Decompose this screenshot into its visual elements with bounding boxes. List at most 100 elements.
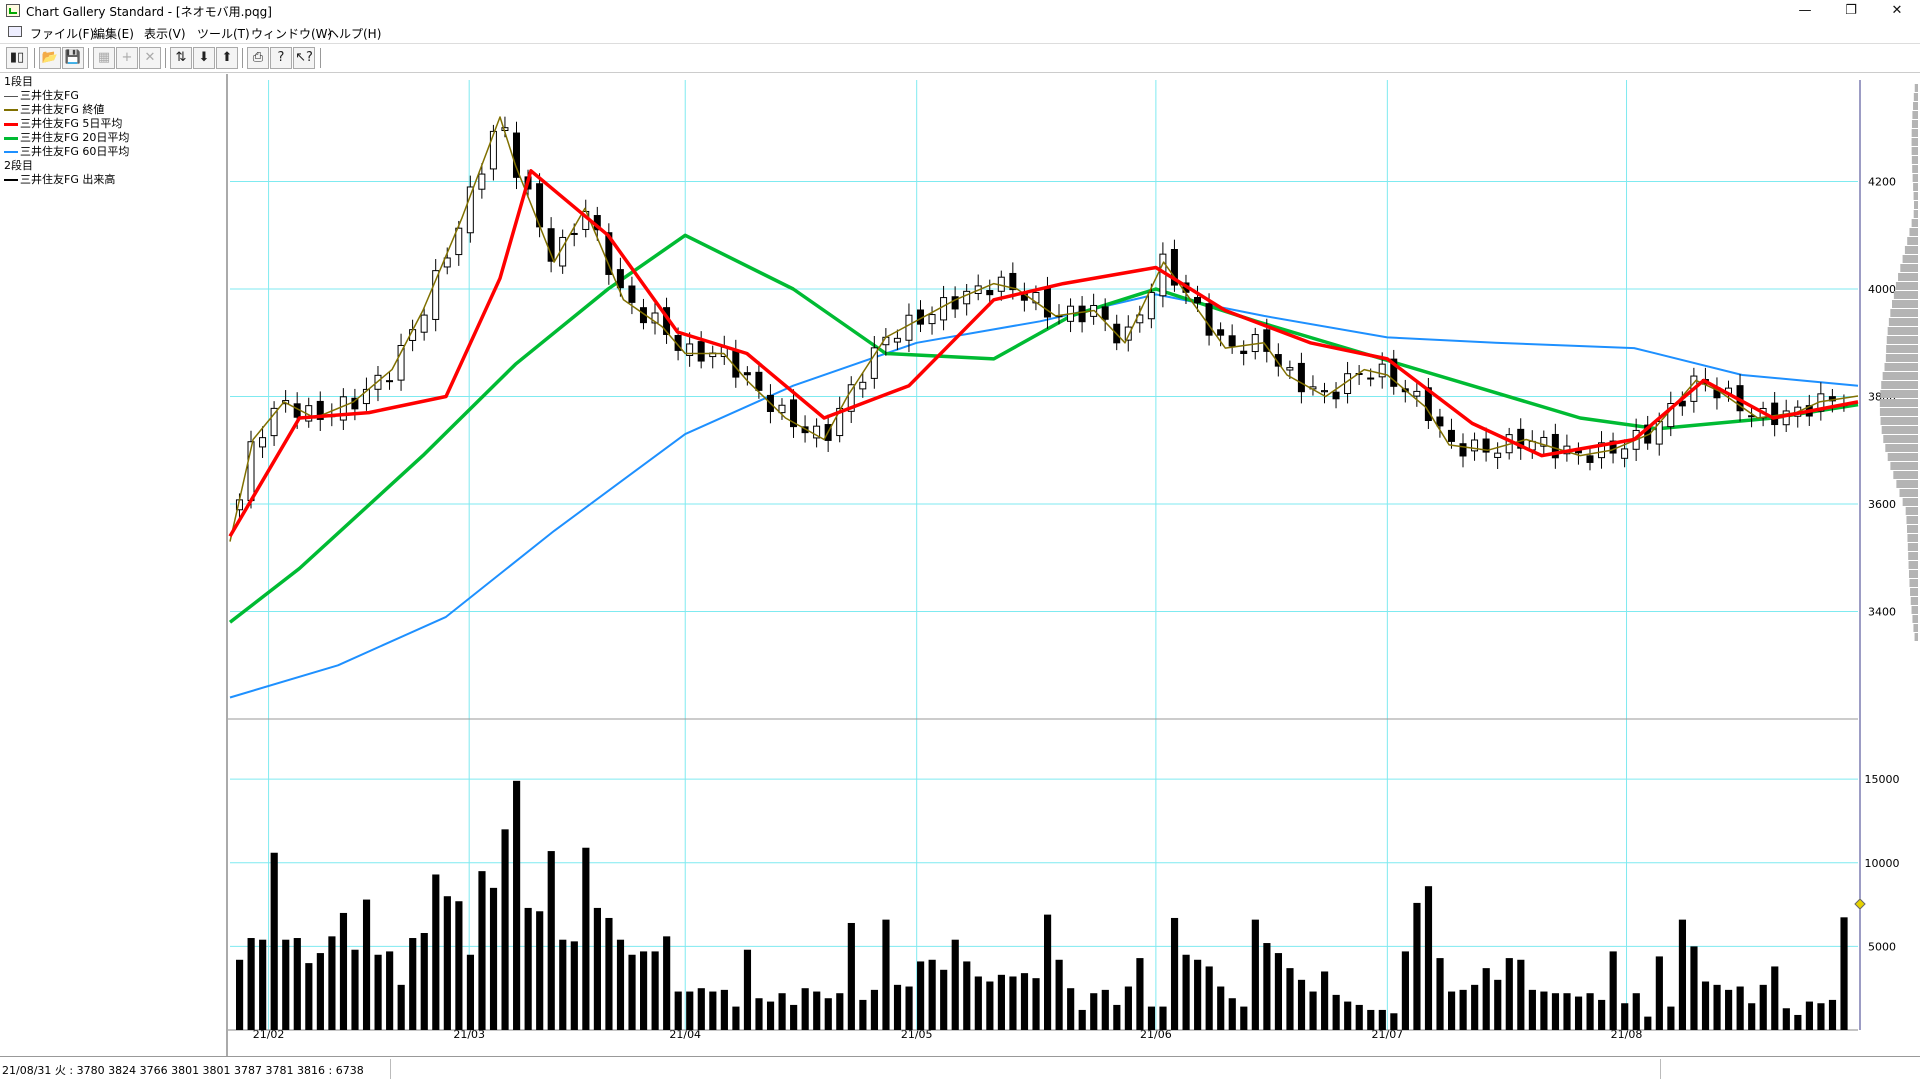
- close-line: [229, 116, 1859, 542]
- volume-tick-label: 5000: [1868, 940, 1896, 953]
- x-tick-label: 21/04: [669, 1028, 701, 1041]
- upload-icon[interactable]: ⬆: [216, 47, 238, 69]
- volume-profile-bar: [1886, 345, 1918, 353]
- candle-body: [928, 314, 936, 325]
- volume-bar: [328, 936, 336, 1030]
- legend-item[interactable]: 三井住友FG 20日平均: [4, 131, 129, 145]
- candle-body: [847, 384, 855, 412]
- volume-bar: [1701, 981, 1710, 1030]
- candle-body: [1320, 390, 1328, 393]
- delete-icon[interactable]: ✕: [139, 47, 161, 69]
- volume-bar: [766, 1001, 775, 1030]
- print-icon[interactable]: ⎙: [247, 47, 269, 69]
- legend-label: 三井住友FG: [20, 89, 79, 102]
- volume-bar: [420, 933, 428, 1030]
- minimize-button[interactable]: —: [1798, 3, 1812, 18]
- shift-icon[interactable]: ⇅: [170, 47, 192, 69]
- help-icon[interactable]: ?: [270, 47, 292, 69]
- status-ohlc-readout: 21/08/31 火 : 3780 3824 3766 3801 3801 37…: [2, 1064, 364, 1077]
- candle-body: [778, 404, 786, 414]
- menu-help[interactable]: ヘルプ(H): [327, 27, 382, 41]
- candle-body: [1286, 367, 1294, 371]
- candle-body: [1424, 387, 1432, 422]
- volume-bar: [536, 911, 544, 1030]
- window-title: Chart Gallery Standard - [ネオモバ用.pqg]: [26, 5, 272, 19]
- legend-item[interactable]: 三井住友FG 60日平均: [4, 145, 129, 159]
- volume-bar: [432, 874, 440, 1030]
- legend-item[interactable]: 三井住友FG 5日平均: [4, 117, 122, 131]
- candle-body: [790, 399, 798, 428]
- volume-profile-bar: [1904, 246, 1918, 254]
- legend-panel1-label: 1段目: [4, 75, 33, 88]
- candle-body: [512, 132, 520, 178]
- volume-profile-bar: [1898, 273, 1918, 281]
- volume-profile-bar: [1885, 444, 1918, 452]
- volume-profile-bar: [1882, 372, 1918, 380]
- candle-body: [986, 290, 994, 296]
- legend-item[interactable]: 三井住友FG: [4, 89, 79, 103]
- volume-profile-bar: [1902, 255, 1918, 263]
- menu-edit[interactable]: 編集(E): [93, 27, 134, 41]
- volume-profile-bar: [1879, 408, 1918, 416]
- volume-bar: [489, 887, 498, 1030]
- legend-swatch: [4, 151, 18, 153]
- title-bar: Chart Gallery Standard - [ネオモバ用.pqg] — ❐…: [0, 0, 1920, 22]
- volume-profile-bar: [1881, 381, 1918, 389]
- add-icon[interactable]: +: [116, 47, 138, 69]
- volume-bar: [443, 896, 451, 1030]
- restore-button[interactable]: ❐: [1845, 3, 1857, 18]
- chart-area[interactable]: 21/02 21/03 21/04 21/05 21/06 21/07 21/08 3400 3…: [228, 74, 1920, 1056]
- legend-item[interactable]: 三井住友FG 出来高: [4, 173, 115, 187]
- volume-bar: [616, 939, 625, 1030]
- open-folder-icon[interactable]: 📂: [39, 47, 61, 69]
- candle-body: [755, 371, 763, 391]
- close-button[interactable]: ✕: [1891, 3, 1903, 18]
- volume-bar: [1078, 1009, 1086, 1030]
- status-divider: [390, 1059, 391, 1079]
- menu-tools[interactable]: ツール(T): [197, 27, 250, 41]
- candle-body: [1436, 416, 1444, 427]
- chart-settings-icon[interactable]: ▮▯: [6, 47, 28, 69]
- volume-bar: [1678, 919, 1687, 1030]
- volume-bar: [628, 954, 636, 1030]
- volume-profile-bar: [1888, 318, 1918, 326]
- context-help-icon[interactable]: ↖?: [293, 47, 315, 69]
- toolbar-separator: [242, 48, 243, 68]
- volume-profile-bar: [1902, 498, 1918, 506]
- volume-bar: [1378, 1009, 1386, 1030]
- legend-item[interactable]: 三井住友FG 終値: [4, 103, 104, 117]
- ma20-line: [228, 233, 1859, 624]
- candle-body: [743, 372, 751, 376]
- volume-profile-bar: [1880, 417, 1918, 425]
- price-volume-chart[interactable]: 21/02 21/03 21/04 21/05 21/06 21/07 21/08 3400 3…: [228, 74, 1920, 1056]
- candle-body: [1344, 373, 1352, 394]
- volume-profile-bar: [1911, 156, 1918, 164]
- volume-bar: [1598, 999, 1606, 1030]
- download-icon[interactable]: ⬇: [193, 47, 215, 69]
- candle-body: [1217, 329, 1225, 336]
- volume-profile-bar: [1911, 147, 1918, 155]
- save-icon[interactable]: 💾: [62, 47, 84, 69]
- volume-bar: [1251, 919, 1259, 1030]
- properties-icon[interactable]: ▦: [93, 47, 115, 69]
- volume-bar: [1586, 993, 1594, 1030]
- volume-bar: [1182, 954, 1190, 1030]
- legend-swatch: [4, 122, 18, 126]
- candle-body: [1471, 439, 1479, 452]
- menu-file[interactable]: ファイル(F): [30, 27, 95, 41]
- candle-body: [1678, 400, 1686, 407]
- menu-window[interactable]: ウィンドウ(W): [251, 27, 333, 41]
- legend-swatch: [4, 109, 18, 111]
- menu-view[interactable]: 表示(V): [144, 27, 186, 41]
- volume-bar: [1194, 959, 1202, 1030]
- volume-bar: [801, 988, 809, 1030]
- volume-profile-bar: [1880, 390, 1918, 398]
- candle-body: [1413, 390, 1421, 397]
- volume-bar: [1771, 966, 1779, 1030]
- candle-body: [1263, 329, 1271, 352]
- volume-bar: [1713, 984, 1721, 1030]
- volume-bar: [882, 919, 890, 1030]
- price-tick-label: 3400: [1868, 606, 1896, 619]
- document-icon[interactable]: [8, 26, 22, 37]
- candle-body: [1459, 443, 1467, 457]
